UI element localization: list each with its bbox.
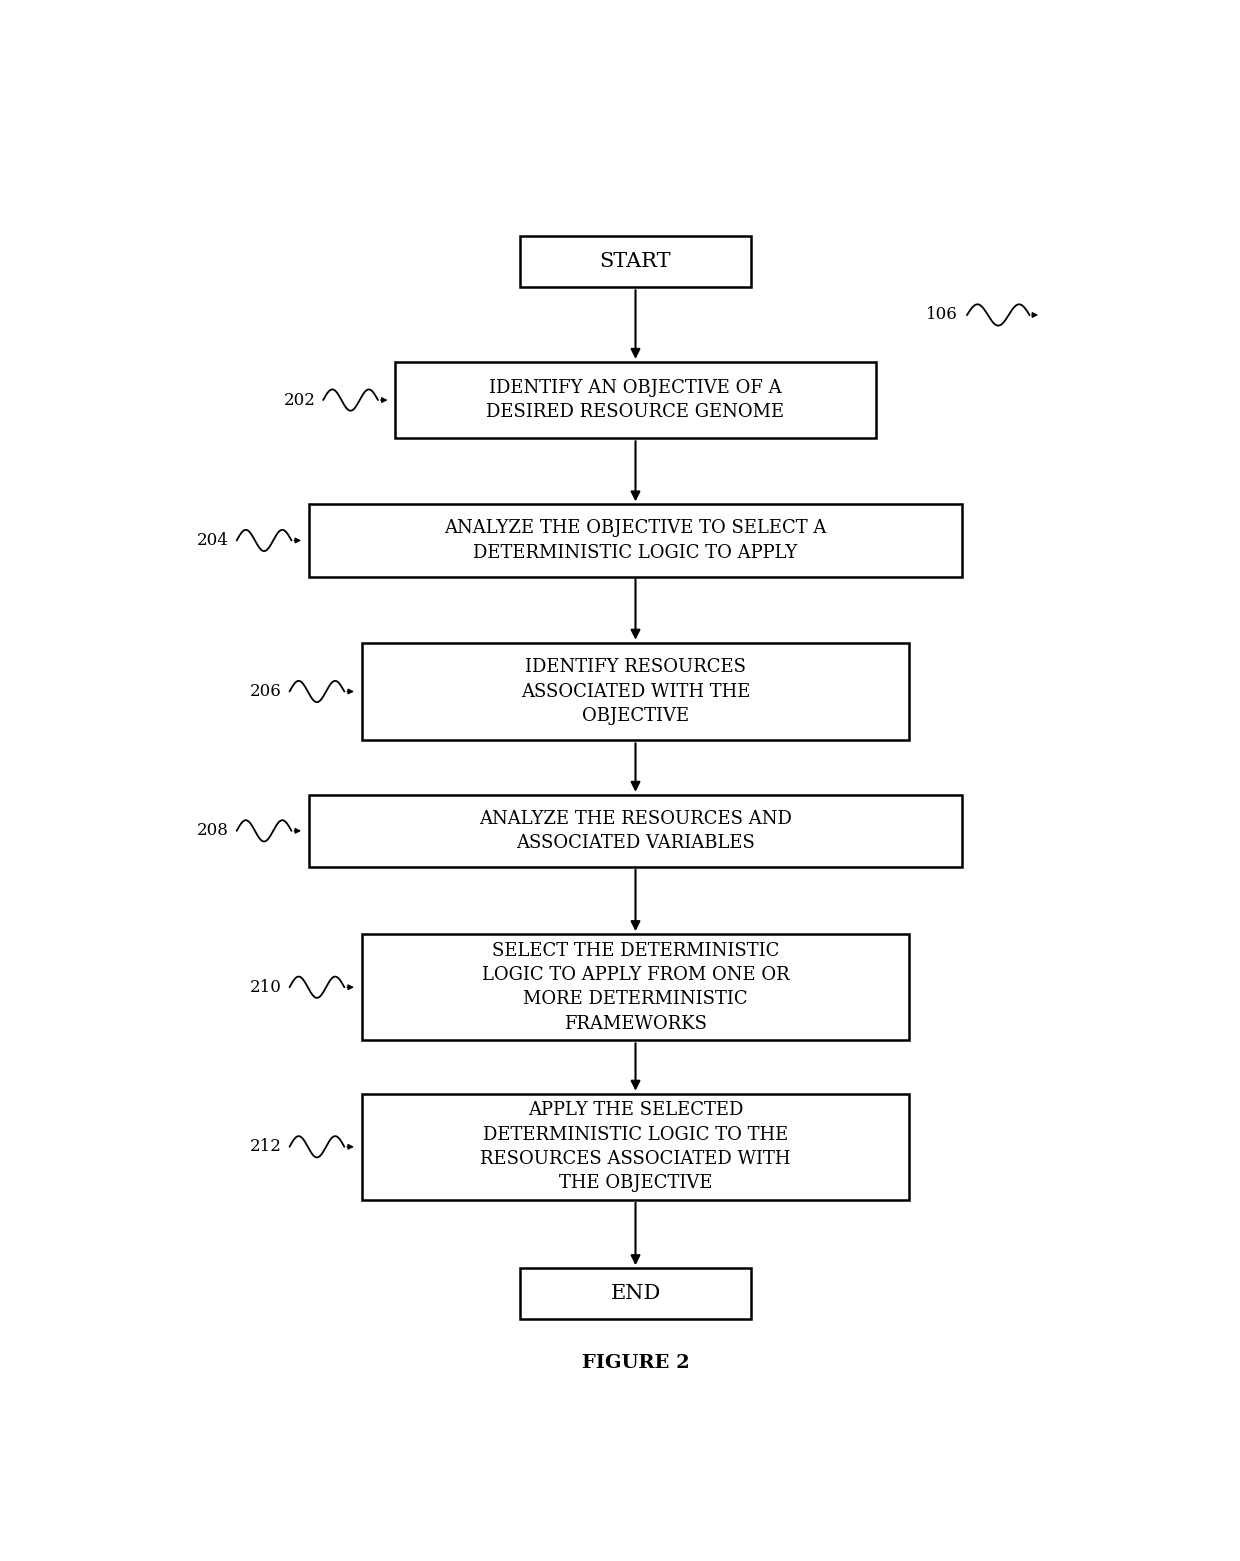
Bar [362, 933, 909, 1040]
Text: ANALYZE THE OBJECTIVE TO SELECT A
DETERMINISTIC LOGIC TO APPLY: ANALYZE THE OBJECTIVE TO SELECT A DETERM… [444, 520, 827, 562]
Text: END: END [610, 1285, 661, 1303]
Bar [309, 504, 962, 576]
Text: 206: 206 [250, 684, 281, 699]
Bar [521, 1268, 751, 1319]
Text: 208: 208 [197, 823, 229, 840]
Text: 210: 210 [250, 979, 281, 996]
Text: FIGURE 2: FIGURE 2 [582, 1353, 689, 1372]
Text: 212: 212 [250, 1138, 281, 1155]
Text: APPLY THE SELECTED
DETERMINISTIC LOGIC TO THE
RESOURCES ASSOCIATED WITH
THE OBJE: APPLY THE SELECTED DETERMINISTIC LOGIC T… [480, 1102, 791, 1193]
Text: IDENTIFY RESOURCES
ASSOCIATED WITH THE
OBJECTIVE: IDENTIFY RESOURCES ASSOCIATED WITH THE O… [521, 659, 750, 724]
Bar [309, 795, 962, 866]
Text: ANALYZE THE RESOURCES AND
ASSOCIATED VARIABLES: ANALYZE THE RESOURCES AND ASSOCIATED VAR… [479, 810, 792, 852]
Bar [396, 362, 875, 439]
Bar [362, 643, 909, 740]
Text: START: START [600, 253, 671, 272]
Text: 202: 202 [284, 392, 315, 409]
Bar [362, 1094, 909, 1200]
Text: 204: 204 [197, 532, 229, 549]
Text: 106: 106 [926, 306, 957, 323]
Bar [521, 236, 751, 287]
Text: IDENTIFY AN OBJECTIVE OF A
DESIRED RESOURCE GENOME: IDENTIFY AN OBJECTIVE OF A DESIRED RESOU… [486, 379, 785, 421]
Text: SELECT THE DETERMINISTIC
LOGIC TO APPLY FROM ONE OR
MORE DETERMINISTIC
FRAMEWORK: SELECT THE DETERMINISTIC LOGIC TO APPLY … [481, 941, 790, 1033]
